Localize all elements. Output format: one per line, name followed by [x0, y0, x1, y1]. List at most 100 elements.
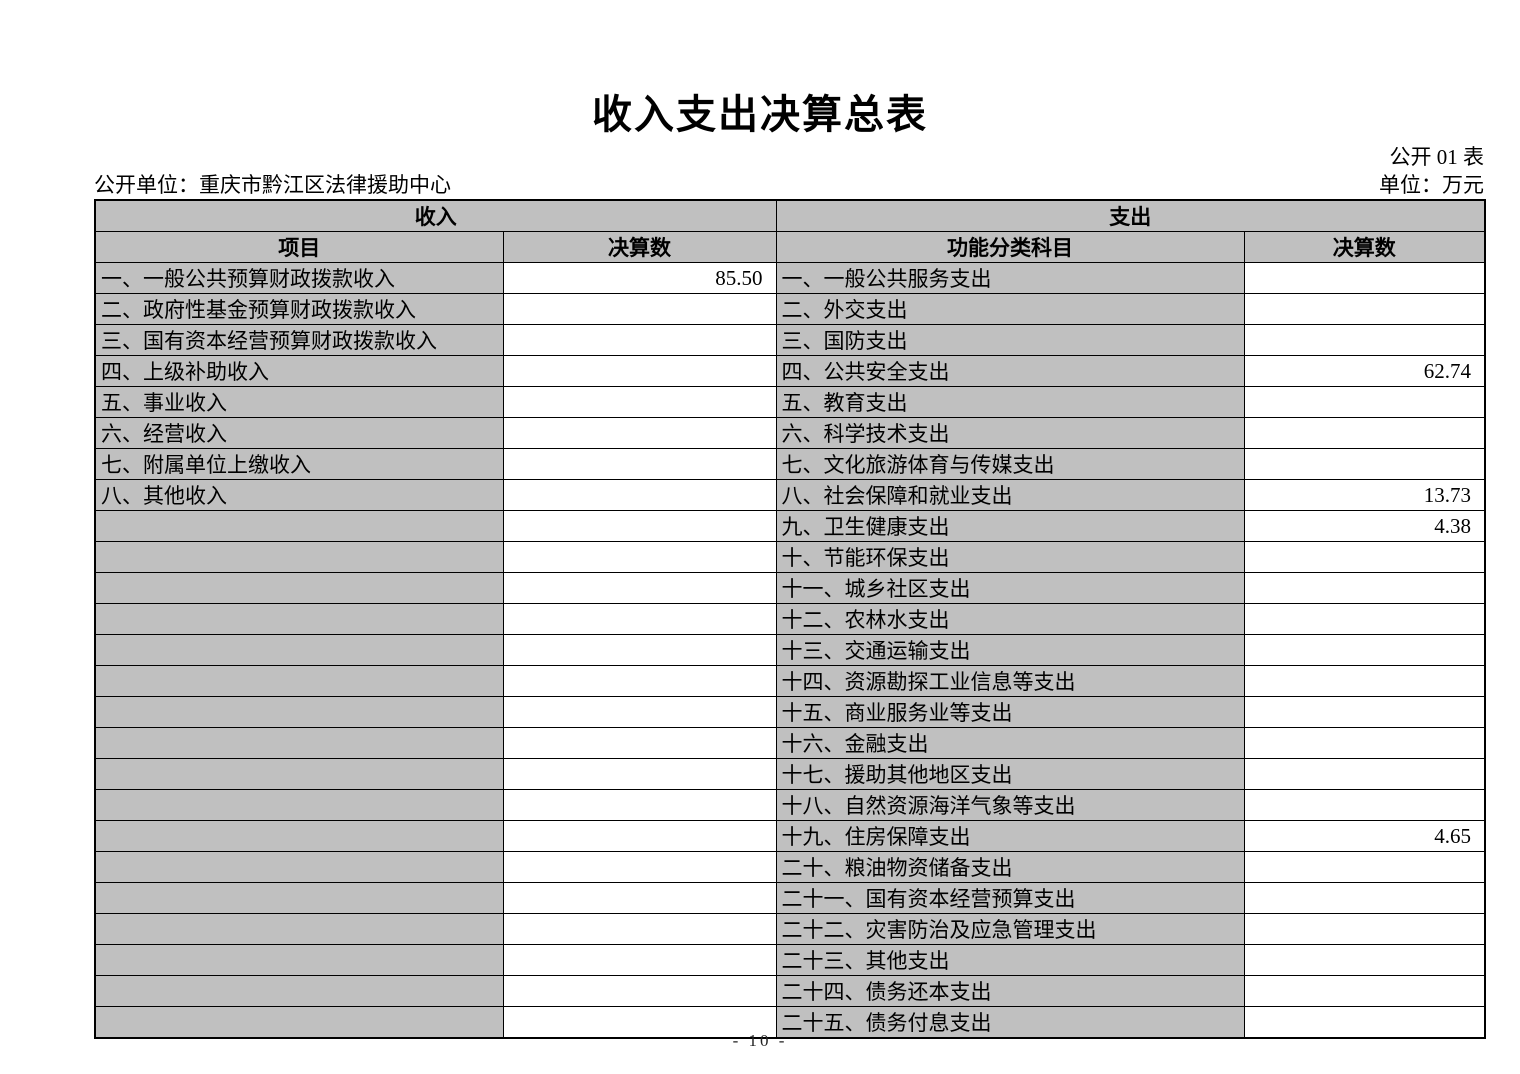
income-amount-cell [502, 386, 777, 418]
expense-amount-cell [1243, 913, 1486, 945]
income-item-cell [94, 944, 504, 976]
income-amount-cell [502, 541, 777, 573]
table-row: 五、事业收入 五、教育支出 [94, 386, 1486, 418]
publish-unit-label: 公开单位：重庆市黔江区法律援助中心 [94, 173, 451, 197]
expense-amount-cell [1243, 603, 1486, 635]
expense-item-cell: 二十三、其他支出 [775, 944, 1245, 976]
table-number-label: 公开 01 表 [1389, 145, 1485, 169]
expense-amount-cell [1243, 293, 1486, 325]
expense-amount-cell [1243, 417, 1486, 449]
income-amount-cell [502, 975, 777, 1007]
expense-item-cell: 十、节能环保支出 [775, 541, 1245, 573]
expense-item-cell: 九、卫生健康支出 [775, 510, 1245, 542]
expense-amount-cell [1243, 634, 1486, 666]
expense-amount-header: 决算数 [1243, 231, 1486, 263]
expense-amount-cell [1243, 727, 1486, 759]
income-item-cell: 六、经营收入 [94, 417, 504, 449]
income-amount-cell [502, 603, 777, 635]
income-amount-cell [502, 913, 777, 945]
expense-amount-cell: 62.74 [1243, 355, 1486, 387]
income-amount-cell [502, 1006, 777, 1039]
expense-amount-cell [1243, 975, 1486, 1007]
expense-amount-cell [1243, 944, 1486, 976]
table-row: 十八、自然资源海洋气象等支出 [94, 789, 1486, 821]
income-section-header: 收入 [94, 199, 777, 232]
table-row: 七、附属单位上缴收入 七、文化旅游体育与传媒支出 [94, 448, 1486, 480]
income-item-cell [94, 572, 504, 604]
expense-item-cell: 四、公共安全支出 [775, 355, 1245, 387]
income-item-cell [94, 541, 504, 573]
expense-item-cell: 二十五、债务付息支出 [775, 1006, 1245, 1039]
income-amount-cell: 85.50 [502, 262, 777, 294]
expense-item-cell: 七、文化旅游体育与传媒支出 [775, 448, 1245, 480]
income-amount-cell [502, 882, 777, 914]
income-item-cell [94, 913, 504, 945]
income-amount-cell [502, 851, 777, 883]
expense-amount-cell [1243, 1006, 1486, 1039]
table-row: 二十三、其他支出 [94, 944, 1486, 976]
expense-item-cell: 三、国防支出 [775, 324, 1245, 356]
table-row: 十四、资源勘探工业信息等支出 [94, 665, 1486, 697]
income-amount-cell [502, 727, 777, 759]
income-amount-cell [502, 293, 777, 325]
expense-amount-cell [1243, 386, 1486, 418]
expense-section-header: 支出 [775, 199, 1486, 232]
income-item-cell [94, 634, 504, 666]
expense-amount-cell [1243, 696, 1486, 728]
table-row: 六、经营收入 六、科学技术支出 [94, 417, 1486, 449]
income-amount-cell [502, 448, 777, 480]
expense-amount-cell [1243, 851, 1486, 883]
table-row: 十二、农林水支出 [94, 603, 1486, 635]
expense-item-cell: 一、一般公共服务支出 [775, 262, 1245, 294]
income-amount-cell [502, 417, 777, 449]
income-item-cell: 四、上级补助收入 [94, 355, 504, 387]
expense-item-cell: 十六、金融支出 [775, 727, 1245, 759]
expense-item-cell: 二十二、灾害防治及应急管理支出 [775, 913, 1245, 945]
table-row: 十一、城乡社区支出 [94, 572, 1486, 604]
income-amount-cell [502, 572, 777, 604]
income-amount-cell [502, 696, 777, 728]
expense-amount-cell [1243, 262, 1486, 294]
income-amount-cell [502, 634, 777, 666]
expense-amount-cell [1243, 448, 1486, 480]
section-header-row: 收入 支出 [94, 199, 1486, 232]
expense-amount-cell [1243, 758, 1486, 790]
income-amount-cell [502, 665, 777, 697]
table-row: 二十五、债务付息支出 [94, 1006, 1486, 1039]
income-amount-cell [502, 758, 777, 790]
expense-amount-cell [1243, 541, 1486, 573]
expense-amount-cell [1243, 572, 1486, 604]
table-row: 八、其他收入 八、社会保障和就业支出 13.73 [94, 479, 1486, 511]
page-number: - 10 - [732, 1031, 788, 1050]
expense-item-cell: 十五、商业服务业等支出 [775, 696, 1245, 728]
expense-item-cell: 十九、住房保障支出 [775, 820, 1245, 852]
expense-item-cell: 二、外交支出 [775, 293, 1245, 325]
income-amount-cell [502, 789, 777, 821]
expense-item-cell: 十七、援助其他地区支出 [775, 758, 1245, 790]
expense-amount-cell [1243, 324, 1486, 356]
table-row: 三、国有资本经营预算财政拨款收入 三、国防支出 [94, 324, 1486, 356]
expense-item-cell: 六、科学技术支出 [775, 417, 1245, 449]
income-amount-cell [502, 820, 777, 852]
income-item-cell: 七、附属单位上缴收入 [94, 448, 504, 480]
table-row: 九、卫生健康支出 4.38 [94, 510, 1486, 542]
income-amount-cell [502, 510, 777, 542]
income-amount-header: 决算数 [502, 231, 777, 263]
expense-amount-cell: 4.38 [1243, 510, 1486, 542]
table-row: 十、节能环保支出 [94, 541, 1486, 573]
income-item-cell [94, 758, 504, 790]
currency-unit-label: 单位：万元 [1379, 173, 1484, 197]
income-item-cell [94, 510, 504, 542]
income-item-cell [94, 820, 504, 852]
income-item-cell: 二、政府性基金预算财政拨款收入 [94, 293, 504, 325]
income-amount-cell [502, 944, 777, 976]
table-row: 十五、商业服务业等支出 [94, 696, 1486, 728]
expense-amount-cell [1243, 665, 1486, 697]
expense-item-cell: 二十一、国有资本经营预算支出 [775, 882, 1245, 914]
table-row: 四、上级补助收入 四、公共安全支出 62.74 [94, 355, 1486, 387]
income-item-cell [94, 851, 504, 883]
table-row: 二十一、国有资本经营预算支出 [94, 882, 1486, 914]
expense-item-cell: 十八、自然资源海洋气象等支出 [775, 789, 1245, 821]
income-item-cell: 八、其他收入 [94, 479, 504, 511]
